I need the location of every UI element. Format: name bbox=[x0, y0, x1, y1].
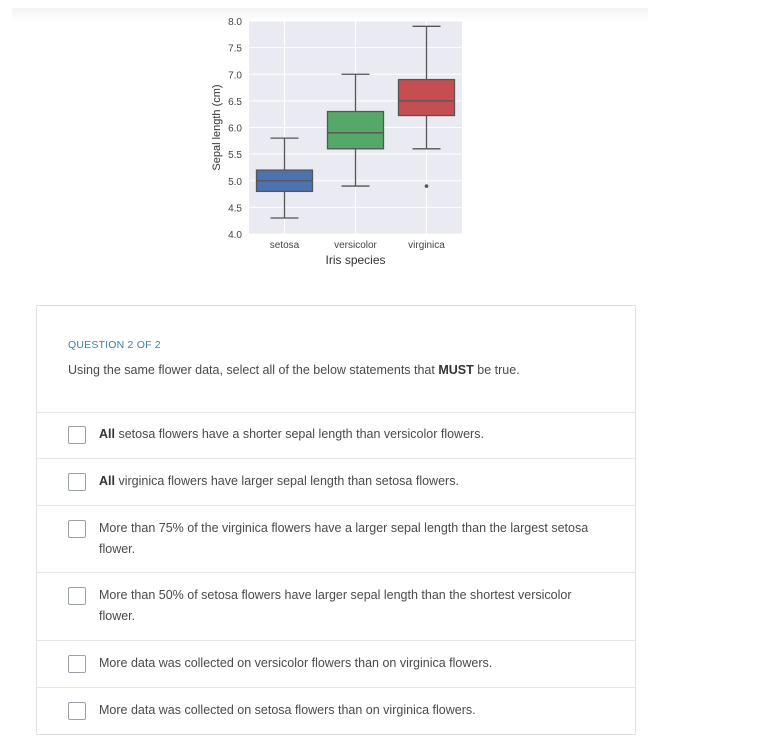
y-tick-label: 7.5 bbox=[228, 44, 242, 55]
option-5[interactable]: More data was collected on versicolor fl… bbox=[37, 641, 635, 688]
option-3-text: More than 75% of the virginica flowers h… bbox=[99, 521, 589, 556]
y-axis-label: Sepal length (cm) bbox=[211, 84, 223, 170]
option-6[interactable]: More data was collected on setosa flower… bbox=[37, 688, 635, 734]
box-versicolor bbox=[326, 73, 385, 187]
prompt-text: Using the same flower data, select all o… bbox=[68, 363, 439, 377]
question-prompt: Using the same flower data, select all o… bbox=[68, 363, 520, 377]
iqr-box bbox=[326, 110, 385, 150]
iqr-box bbox=[397, 78, 456, 117]
prompt-emphasis: MUST bbox=[438, 363, 474, 377]
option-1-checkbox[interactable] bbox=[68, 426, 86, 444]
box-setosa bbox=[255, 137, 314, 219]
option-2-text: virginica flowers have larger sepal leng… bbox=[114, 474, 459, 488]
option-6-label: More data was collected on setosa flower… bbox=[99, 700, 609, 721]
x-tick-label: setosa bbox=[270, 240, 300, 251]
y-tick-label: 8.0 bbox=[228, 17, 242, 28]
sepal-length-boxplot: 4.0 4.5 5.0 5.5 6.0 6.5 7.0 7.5 8.0 setosa versic… bbox=[211, 17, 462, 267]
y-tick-label: 5.5 bbox=[228, 150, 242, 161]
y-tick-label: 7.0 bbox=[228, 70, 242, 81]
option-6-text: More data was collected on setosa flower… bbox=[99, 703, 476, 717]
option-2-bold: All bbox=[99, 474, 115, 488]
x-tick-label: versicolor bbox=[334, 240, 377, 251]
x-tick-label: virginica bbox=[408, 240, 445, 251]
option-6-checkbox[interactable] bbox=[68, 702, 86, 720]
y-tick-label: 6.5 bbox=[228, 97, 242, 108]
option-2-label: All virginica flowers have larger sepal … bbox=[99, 471, 609, 492]
option-1-bold: All bbox=[99, 427, 115, 441]
option-1-label: All setosa flowers have a shorter sepal … bbox=[99, 424, 609, 445]
prompt-text-end: be true. bbox=[473, 363, 520, 377]
option-3-label: More than 75% of the virginica flowers h… bbox=[99, 518, 609, 560]
y-tick-label: 4.0 bbox=[228, 230, 242, 241]
question-header: QUESTION 2 OF 2 Using the same flower da… bbox=[37, 306, 635, 413]
option-2[interactable]: All virginica flowers have larger sepal … bbox=[37, 459, 635, 506]
box-virginica bbox=[397, 25, 456, 188]
option-1[interactable]: All setosa flowers have a shorter sepal … bbox=[37, 412, 635, 459]
option-5-label: More data was collected on versicolor fl… bbox=[99, 653, 609, 674]
outlier-point bbox=[424, 184, 429, 188]
option-2-checkbox[interactable] bbox=[68, 473, 86, 491]
option-1-text: setosa flowers have a shorter sepal leng… bbox=[114, 427, 484, 441]
x-axis-label: Iris species bbox=[325, 253, 385, 267]
option-5-checkbox[interactable] bbox=[68, 655, 86, 673]
top-band bbox=[12, 8, 648, 22]
question-counter: QUESTION 2 OF 2 bbox=[68, 339, 161, 351]
option-4-label: More than 50% of setosa flowers have lar… bbox=[99, 585, 609, 627]
question-card: QUESTION 2 OF 2 Using the same flower da… bbox=[36, 305, 636, 735]
option-3-checkbox[interactable] bbox=[68, 520, 86, 538]
option-5-text: More data was collected on versicolor fl… bbox=[99, 656, 493, 670]
y-tick-label: 5.0 bbox=[228, 177, 242, 188]
option-4-text: More than 50% of setosa flowers have lar… bbox=[99, 588, 572, 623]
option-3[interactable]: More than 75% of the virginica flowers h… bbox=[37, 506, 635, 573]
y-tick-label: 4.5 bbox=[228, 203, 242, 214]
option-4[interactable]: More than 50% of setosa flowers have lar… bbox=[37, 573, 635, 641]
option-4-checkbox[interactable] bbox=[68, 587, 86, 605]
y-tick-label: 6.0 bbox=[228, 124, 242, 135]
